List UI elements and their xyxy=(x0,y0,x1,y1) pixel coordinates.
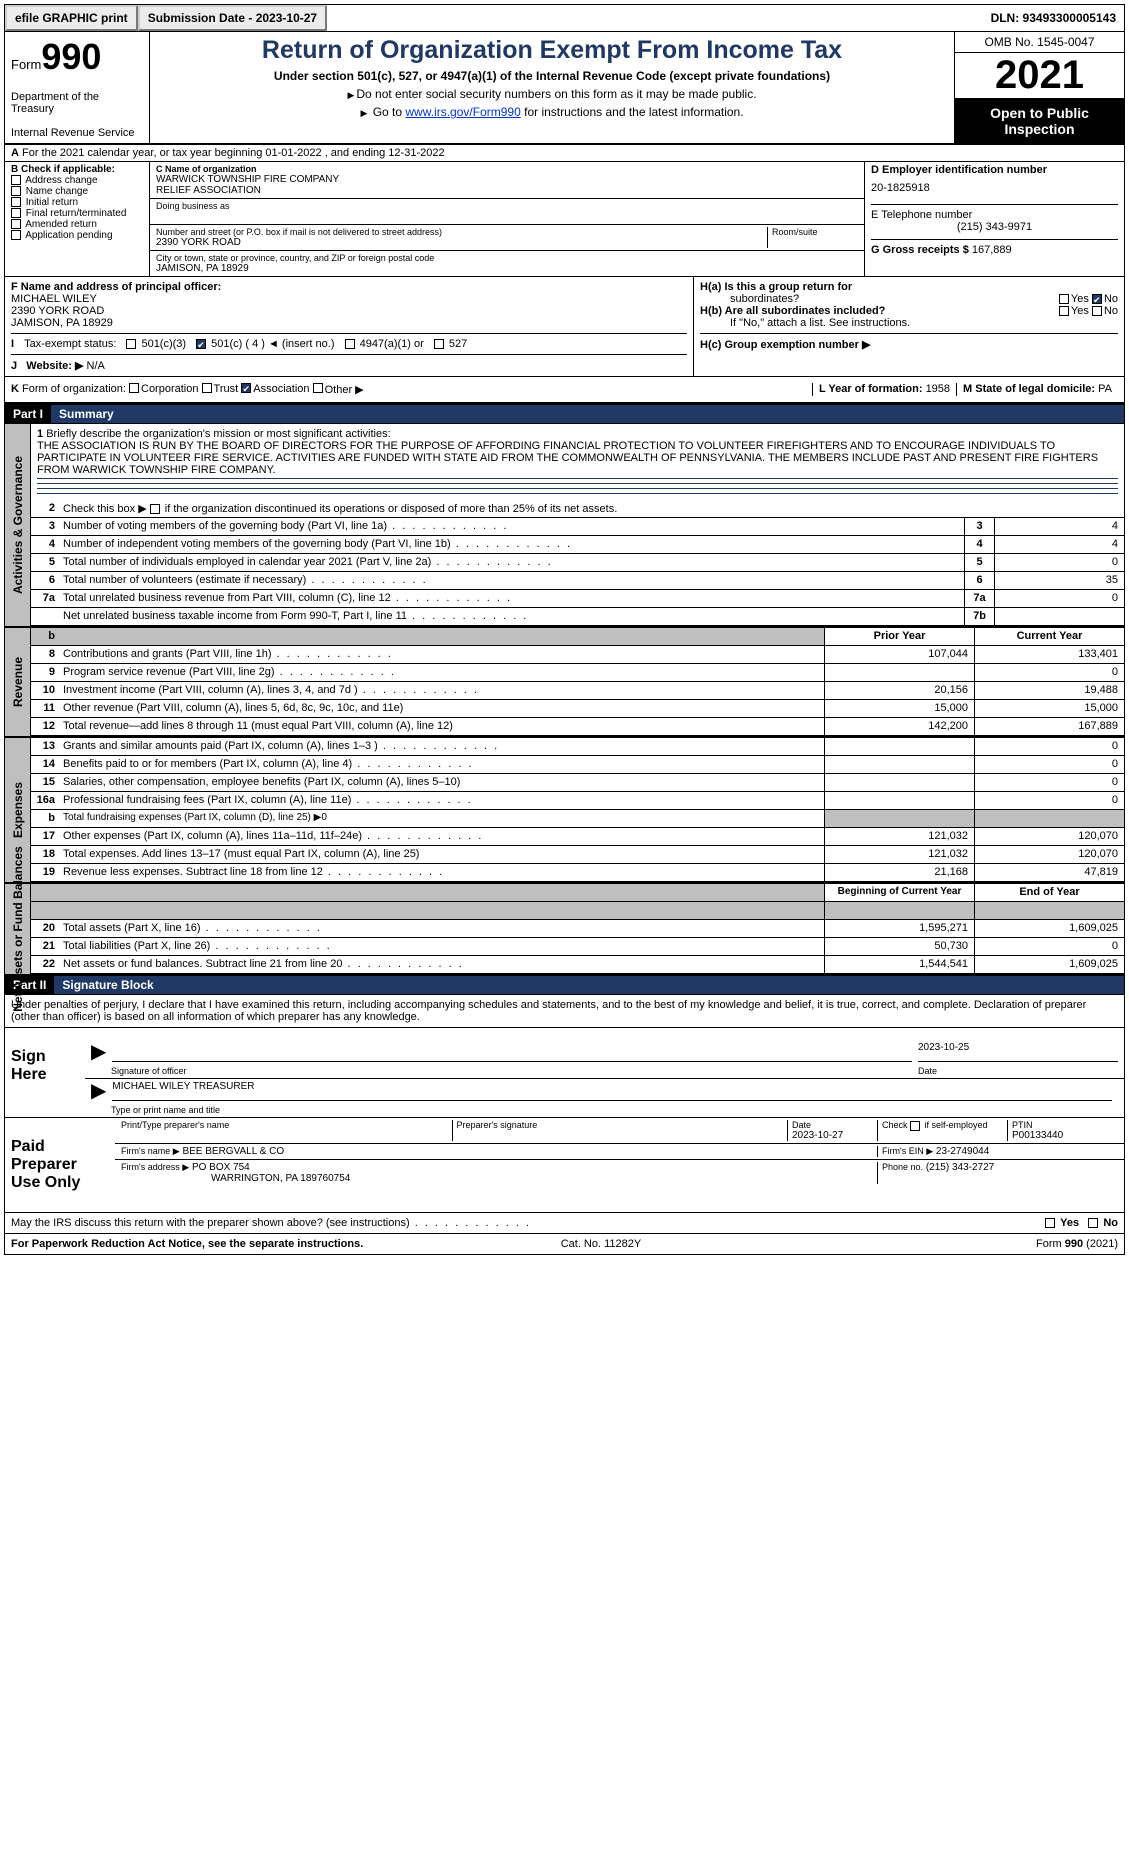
cb-trust[interactable] xyxy=(202,383,212,393)
officer-name: MICHAEL WILEY xyxy=(11,293,687,305)
activities-governance: Activities & Governance 1 Briefly descri… xyxy=(5,424,1124,626)
ptin: P00133440 xyxy=(1012,1130,1114,1141)
city-state-zip: JAMISON, PA 18929 xyxy=(156,263,858,274)
efile-print-button[interactable]: efile GRAPHIC print xyxy=(5,5,138,31)
net-assets: Net Assets or Fund Balances Beginning of… xyxy=(5,882,1124,974)
irs-label: Internal Revenue Service xyxy=(11,127,143,139)
cb-discontinued[interactable] xyxy=(150,504,160,514)
omb-number: OMB No. 1545-0047 xyxy=(955,32,1124,53)
open-to-public: Open to Public Inspection xyxy=(955,99,1124,143)
header-right: OMB No. 1545-0047 2021 Open to Public In… xyxy=(954,32,1124,143)
ssn-warning: Do not enter social security numbers on … xyxy=(158,87,946,101)
year-formation: 1958 xyxy=(926,383,950,395)
org-name-1: WARWICK TOWNSHIP FIRE COMPANY xyxy=(156,174,858,185)
section-deg: D Employer identification number 20-1825… xyxy=(864,162,1124,276)
part1-header: Part I Summary xyxy=(5,403,1124,424)
ein: 20-1825918 xyxy=(871,182,1118,194)
form-title: Return of Organization Exempt From Incom… xyxy=(158,36,946,65)
preparer-phone: (215) 343-2727 xyxy=(926,1162,994,1173)
form990-link[interactable]: www.irs.gov/Form990 xyxy=(405,105,520,119)
officer-name-title: MICHAEL WILEY TREASURER xyxy=(112,1081,1112,1101)
cb-initial-return[interactable] xyxy=(11,197,21,207)
cb-501c3[interactable] xyxy=(126,339,136,349)
part2-header: Part II Signature Block xyxy=(5,974,1124,995)
arrow-icon: ▶ xyxy=(91,1042,106,1062)
sign-here-label: Sign Here xyxy=(5,1028,85,1117)
cb-4947[interactable] xyxy=(345,339,355,349)
gross-receipts: 167,889 xyxy=(972,244,1012,256)
website: N/A xyxy=(87,360,105,372)
cb-name-change[interactable] xyxy=(11,186,21,196)
sig-date: 2023-10-25 xyxy=(918,1042,1118,1062)
section-h: H(a) Is this a group return for subordin… xyxy=(694,277,1124,376)
dept-treasury: Department of the Treasury xyxy=(11,91,143,115)
mission-text: THE ASSOCIATION IS RUN BY THE BOARD OF D… xyxy=(37,440,1118,476)
paid-preparer-label: Paid Preparer Use Only xyxy=(5,1118,115,1212)
street-address: 2390 YORK ROAD xyxy=(156,237,763,248)
form-header: Form 990 Department of the Treasury Inte… xyxy=(5,32,1124,145)
cb-ha-no[interactable] xyxy=(1092,294,1102,304)
form-990: efile GRAPHIC print Submission Date - 20… xyxy=(4,4,1125,1255)
section-c: C Name of organization WARWICK TOWNSHIP … xyxy=(150,162,864,276)
cb-other[interactable] xyxy=(313,383,323,393)
v5: 0 xyxy=(994,554,1124,571)
cb-assoc[interactable] xyxy=(241,383,251,393)
header-left: Form 990 Department of the Treasury Inte… xyxy=(5,32,150,143)
klm-row: K Form of organization: Corporation Trus… xyxy=(5,377,1124,403)
line-a: A For the 2021 calendar year, or tax yea… xyxy=(5,145,1124,162)
cb-ha-yes[interactable] xyxy=(1059,294,1069,304)
sign-here-block: Sign Here ▶ 2023-10-25 Signature of offi… xyxy=(5,1028,1124,1118)
v7b xyxy=(994,608,1124,625)
tax-year: 2021 xyxy=(955,53,1124,99)
cb-corp[interactable] xyxy=(129,383,139,393)
cb-hb-yes[interactable] xyxy=(1059,306,1069,316)
side-ag: Activities & Governance xyxy=(5,424,31,626)
state-domicile: PA xyxy=(1098,383,1112,395)
side-net: Net Assets or Fund Balances xyxy=(5,884,31,974)
form-number: Form 990 xyxy=(11,36,143,78)
instructions-link-row: Go to www.irs.gov/Form990 for instructio… xyxy=(158,105,946,119)
arrow-icon: ▶ xyxy=(91,1081,106,1101)
header-center: Return of Organization Exempt From Incom… xyxy=(150,32,954,143)
v3: 4 xyxy=(994,518,1124,535)
page-footer: For Paperwork Reduction Act Notice, see … xyxy=(5,1234,1124,1254)
cb-527[interactable] xyxy=(434,339,444,349)
firm-ein: 23-2749044 xyxy=(936,1146,989,1157)
cb-hb-no[interactable] xyxy=(1092,306,1102,316)
cb-discuss-no[interactable] xyxy=(1088,1218,1098,1228)
topbar: efile GRAPHIC print Submission Date - 20… xyxy=(5,5,1124,32)
side-rev: Revenue xyxy=(5,628,31,736)
cb-amended[interactable] xyxy=(11,219,21,229)
v4: 4 xyxy=(994,536,1124,553)
phone: (215) 343-9971 xyxy=(871,221,1118,233)
form-subtitle: Under section 501(c), 527, or 4947(a)(1)… xyxy=(158,69,946,83)
bcd-block: B Check if applicable: Address change Na… xyxy=(5,162,1124,277)
fh-block: F Name and address of principal officer:… xyxy=(5,277,1124,377)
v7a: 0 xyxy=(994,590,1124,607)
cb-self-employed[interactable] xyxy=(910,1121,920,1131)
org-name-2: RELIEF ASSOCIATION xyxy=(156,185,858,196)
efile-label: efile GRAPHIC print xyxy=(15,11,128,25)
cb-address-change[interactable] xyxy=(11,175,21,185)
section-b: B Check if applicable: Address change Na… xyxy=(5,162,150,276)
discuss-row: May the IRS discuss this return with the… xyxy=(5,1213,1124,1234)
dln: DLN: 93493300005143 xyxy=(983,7,1124,29)
paid-preparer-block: Paid Preparer Use Only Print/Type prepar… xyxy=(5,1118,1124,1213)
cb-discuss-yes[interactable] xyxy=(1045,1218,1055,1228)
cb-501c[interactable] xyxy=(196,339,206,349)
cb-app-pending[interactable] xyxy=(11,230,21,240)
expenses: Expenses 13Grants and similar amounts pa… xyxy=(5,736,1124,882)
submission-date: Submission Date - 2023-10-27 xyxy=(138,5,327,31)
firm-name: BEE BERGVALL & CO xyxy=(182,1146,284,1157)
cb-final-return[interactable] xyxy=(11,208,21,218)
section-f: F Name and address of principal officer:… xyxy=(5,277,694,376)
revenue: Revenue bPrior YearCurrent Year 8Contrib… xyxy=(5,626,1124,736)
v6: 35 xyxy=(994,572,1124,589)
perjury-declaration: Under penalties of perjury, I declare th… xyxy=(5,995,1124,1028)
